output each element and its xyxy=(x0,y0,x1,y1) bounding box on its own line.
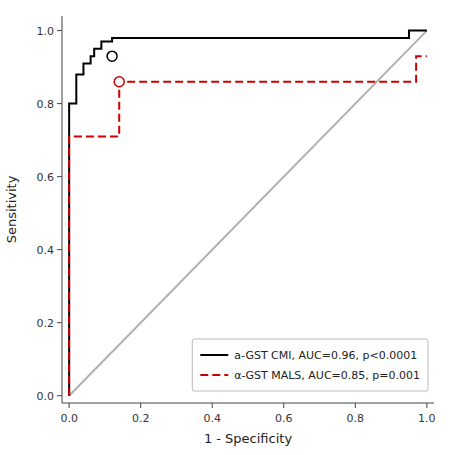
y-tick xyxy=(57,30,62,31)
threshold-point xyxy=(107,51,117,61)
legend-swatch xyxy=(200,374,228,376)
y-tick-label: 0.0 xyxy=(37,390,55,403)
points xyxy=(107,51,124,87)
y-tick-label: 1.0 xyxy=(37,25,55,38)
threshold-point xyxy=(114,77,124,87)
y-axis-line xyxy=(62,16,63,403)
legend-swatch xyxy=(200,354,228,356)
axes: 0.0 0.2 0.4 0.6 0.8 1.0 0.0 0.2 0.4 0.6 0.8 1.0 xyxy=(37,16,436,425)
x-tick xyxy=(212,403,213,408)
x-tick xyxy=(140,403,141,408)
x-tick-label: 0.6 xyxy=(275,412,293,425)
x-tick-label: 0.2 xyxy=(132,412,150,425)
legend: a-GST CMI, AUC=0.96, p<0.0001 α-GST MALS,… xyxy=(192,339,428,391)
y-tick xyxy=(57,395,62,396)
x-tick xyxy=(69,403,70,408)
x-axis-line xyxy=(62,403,434,404)
x-axis-label: 1 - Specificity xyxy=(204,431,293,446)
legend-box xyxy=(192,339,428,391)
x-tick-label: 0.0 xyxy=(60,412,78,425)
y-tick-label: 0.8 xyxy=(37,98,55,111)
chart: 0.0 0.2 0.4 0.6 0.8 1.0 0.0 0.2 0.4 0.6 0.8 1.0 1 - … xyxy=(0,0,450,455)
legend-label: a-GST CMI, AUC=0.96, p<0.0001 xyxy=(234,349,417,362)
y-tick xyxy=(57,322,62,323)
x-tick xyxy=(355,403,356,408)
x-tick xyxy=(426,403,427,408)
y-tick xyxy=(57,176,62,177)
legend-label: α-GST MALS, AUC=0.85, p=0.001 xyxy=(234,369,420,382)
x-tick-label: 1.0 xyxy=(418,412,436,425)
y-tick xyxy=(57,103,62,104)
x-tick-label: 0.4 xyxy=(203,412,221,425)
y-tick xyxy=(57,249,62,250)
y-axis-label: Sensitivity xyxy=(4,175,19,243)
y-tick-label: 0.6 xyxy=(37,171,55,184)
x-tick-label: 0.8 xyxy=(347,412,365,425)
y-tick-label: 0.4 xyxy=(37,244,55,257)
x-tick xyxy=(283,403,284,408)
y-tick-label: 0.2 xyxy=(37,317,55,330)
